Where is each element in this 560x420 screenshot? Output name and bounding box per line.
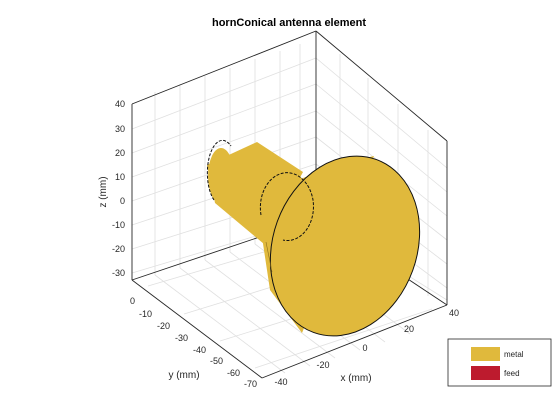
waveguide-back-face [208, 148, 234, 204]
legend-label-metal: metal [504, 350, 524, 359]
z-axis: 40 30 20 10 0 -10 -20 -30 z (mm) [98, 99, 125, 278]
y-axis: 0 -10 -20 -30 -40 -50 -60 -70 y (mm) [130, 296, 257, 389]
z-tick: 30 [115, 124, 125, 134]
y-tick: -30 [175, 333, 188, 343]
z-tick: 40 [115, 99, 125, 109]
z-tick: 10 [115, 172, 125, 182]
x-axis: -40 -20 0 20 40 x (mm) [274, 308, 459, 387]
y-tick: 0 [130, 296, 135, 306]
horn-aperture [269, 155, 421, 337]
x-tick: -20 [316, 360, 329, 370]
x-tick: 40 [449, 308, 459, 318]
y-tick: -40 [193, 345, 206, 355]
x-axis-label: x (mm) [340, 373, 371, 384]
y-tick: -60 [227, 368, 240, 378]
z-tick: -10 [112, 220, 125, 230]
legend-label-feed: feed [504, 369, 520, 378]
legend-swatch-metal [471, 347, 500, 361]
legend: metal feed [447, 338, 552, 387]
z-axis-label: z (mm) [98, 176, 109, 207]
y-axis-label: y (mm) [168, 370, 199, 381]
legend-swatch-feed [471, 366, 500, 380]
x-tick: -40 [274, 377, 287, 387]
y-tick: -70 [244, 379, 257, 389]
horn-antenna [206, 139, 421, 337]
y-tick: -20 [157, 321, 170, 331]
y-tick: -50 [210, 356, 223, 366]
z-tick: -20 [112, 244, 125, 254]
z-tick: 20 [115, 148, 125, 158]
z-tick: 0 [120, 196, 125, 206]
x-tick: 20 [404, 324, 414, 334]
axes-box [131, 30, 448, 379]
x-tick: 0 [362, 343, 367, 353]
z-tick: -30 [112, 268, 125, 278]
plot-title: hornConical antenna element [212, 17, 366, 29]
y-tick: -10 [139, 309, 152, 319]
